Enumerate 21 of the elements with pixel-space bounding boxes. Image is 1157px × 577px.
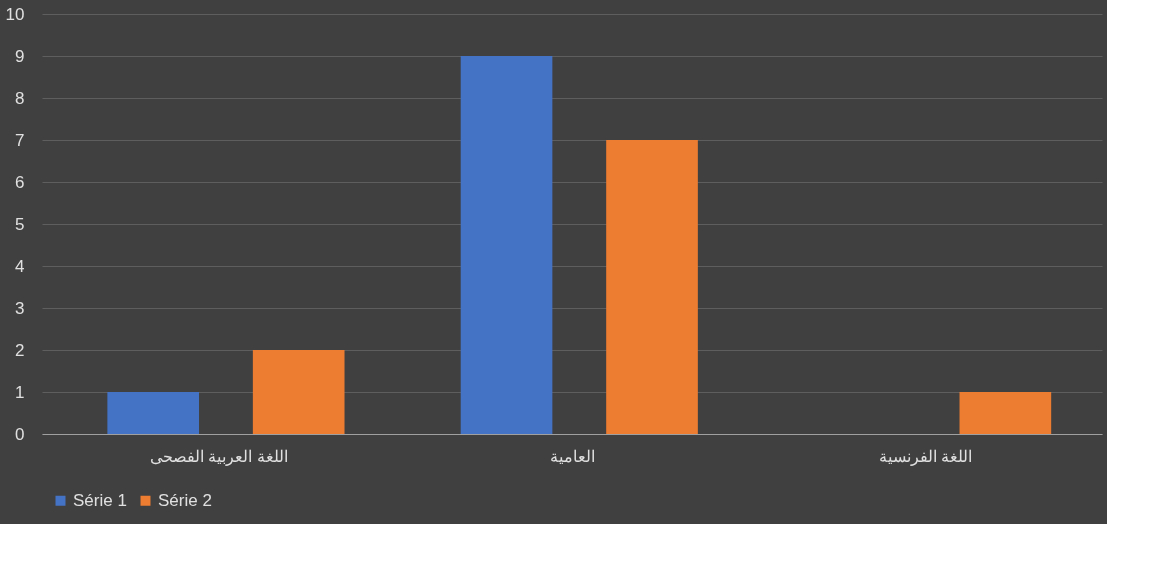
y-tick-label: 1: [15, 382, 25, 402]
bar: [252, 350, 345, 434]
bar: [107, 392, 200, 434]
y-tick-label: 10: [5, 4, 25, 24]
y-tick-label: 0: [15, 424, 25, 444]
legend-label: Série 2: [158, 490, 212, 510]
y-tick-label: 8: [15, 88, 25, 108]
y-tick-label: 3: [15, 298, 25, 318]
x-tick-label: اللغة العربية الفصحى: [149, 447, 288, 466]
y-tick-label: 5: [15, 214, 25, 234]
y-tick-label: 7: [15, 130, 25, 150]
bar: [606, 140, 698, 434]
bar: [460, 56, 553, 434]
x-tick-label: اللغة الفرنسية: [878, 447, 973, 466]
y-tick-label: 4: [15, 256, 25, 276]
x-tick-label: العامية: [549, 447, 595, 465]
bar: [959, 392, 1052, 434]
y-tick-label: 6: [15, 172, 25, 192]
y-tick-label: 9: [15, 46, 25, 66]
legend-label: Série 1: [73, 490, 127, 510]
y-tick-label: 2: [15, 340, 25, 360]
